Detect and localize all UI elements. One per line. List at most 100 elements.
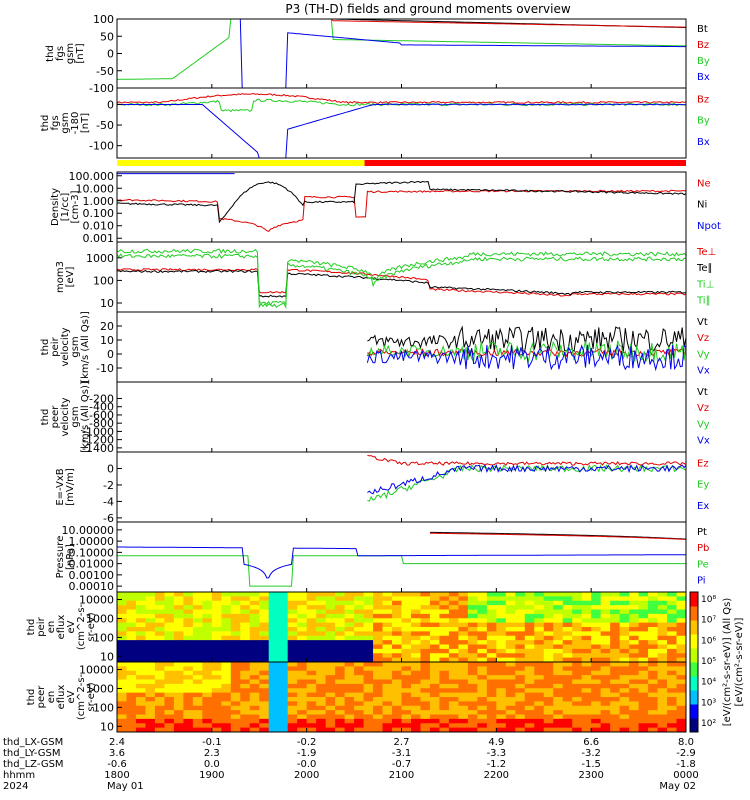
heatmap-cell: [373, 714, 384, 720]
heatmap-cell: [173, 714, 184, 720]
heatmap-cell: [316, 718, 327, 724]
heatmap-cell: [154, 683, 165, 689]
heatmap-cell: [648, 683, 659, 689]
heatmap-cell: [543, 710, 554, 715]
heatmap-cell: [657, 613, 668, 619]
legend-entry: Bx: [697, 137, 710, 148]
heatmap-cell: [287, 688, 298, 694]
heatmap-cell: [429, 670, 440, 676]
heatmap-cell: [344, 648, 355, 654]
heatmap-cell: [420, 631, 431, 637]
heatmap-cell: [287, 605, 298, 610]
heatmap-cell: [211, 662, 222, 667]
heatmap-cell: [154, 592, 165, 597]
heatmap-cell: [392, 635, 402, 641]
heatmap-cell: [306, 648, 317, 654]
heatmap-cell: [164, 727, 175, 733]
colorbar-swatch: [690, 690, 698, 705]
heatmap-cell: [410, 644, 421, 650]
heatmap-cell: [439, 657, 450, 663]
heatmap-cell: [496, 683, 507, 689]
heatmap-cell: [591, 605, 602, 610]
heatmap-cell: [401, 701, 412, 707]
heatmap-cell: [429, 688, 440, 694]
heatmap-cell: [610, 622, 621, 628]
heatmap-cell: [600, 718, 611, 724]
heatmap-cell: [306, 705, 317, 711]
heatmap-cell: [401, 596, 412, 602]
heatmap-cell: [117, 675, 127, 680]
heatmap-cell: [448, 631, 459, 637]
heatmap-cell: [524, 675, 535, 680]
x-row-value: 2300: [578, 770, 603, 781]
heatmap-cell: [638, 592, 649, 597]
heatmap-cell: [572, 596, 583, 602]
heatmap-cell: [648, 622, 659, 628]
heatmap-cell: [221, 618, 232, 624]
heatmap-cell: [458, 653, 469, 659]
heatmap-cell: [382, 640, 393, 645]
heatmap-cell: [145, 622, 156, 628]
heatmap-cell: [486, 657, 497, 663]
heatmap-cell: [619, 679, 630, 685]
heatmap-cell: [373, 662, 384, 667]
heatmap-cell: [543, 662, 554, 667]
heatmap-cell: [629, 609, 640, 615]
heatmap-cell: [221, 679, 232, 685]
heatmap-cell: [278, 705, 289, 711]
heatmap-cell: [496, 723, 507, 729]
heatmap-cell: [382, 613, 393, 619]
heatmap-cell: [486, 605, 497, 610]
heatmap-cell: [373, 618, 384, 624]
heatmap-cell: [164, 657, 175, 663]
heatmap-cell: [249, 662, 260, 667]
heatmap-cell: [610, 605, 621, 610]
heatmap-cell: [610, 675, 621, 680]
heatmap-cell: [676, 618, 687, 624]
heatmap-cell: [354, 631, 365, 637]
heatmap-cell: [126, 618, 137, 624]
heatmap-cell: [221, 727, 232, 733]
heatmap-cell: [648, 653, 659, 659]
colorbar-swatch: [690, 662, 698, 677]
heatmap-cell: [648, 592, 659, 597]
heatmap-cell: [439, 635, 450, 641]
heatmap-cell: [126, 701, 137, 707]
heatmap-cell: [249, 723, 260, 729]
heatmap-cell: [297, 627, 308, 632]
heatmap-cell: [505, 657, 516, 663]
heatmap-cell: [306, 613, 317, 619]
heatmap-cell: [287, 648, 298, 654]
heatmap-cell: [477, 592, 488, 597]
heatmap-cell: [410, 627, 421, 632]
heatmap-cell: [382, 600, 393, 606]
y-tick-label: 10.000: [76, 182, 115, 195]
heatmap-cell: [126, 657, 137, 663]
heatmap-cell: [154, 670, 165, 676]
heatmap-cell: [534, 613, 545, 619]
heatmap-cell: [354, 605, 365, 610]
heatmap-cell: [192, 675, 203, 680]
heatmap-cell: [553, 710, 564, 715]
heatmap-cell: [316, 609, 327, 615]
heatmap-cell: [382, 605, 393, 610]
heatmap-cell: [610, 635, 621, 641]
heatmap-cell: [676, 627, 687, 632]
legend-entry: Ez: [697, 458, 709, 469]
heatmap-cell: [278, 640, 289, 645]
heatmap-cell: [202, 727, 213, 733]
heatmap-cell: [619, 631, 630, 637]
heatmap-cell: [572, 644, 583, 650]
heatmap-cell: [268, 596, 279, 602]
y-tick-label: 20: [100, 320, 114, 333]
legend-entry: Bt: [697, 24, 708, 35]
heatmap-cell: [562, 701, 573, 707]
heatmap-cell: [486, 631, 497, 637]
heatmap-cell: [211, 697, 222, 702]
heatmap-cell: [117, 600, 127, 606]
heatmap-cell: [496, 640, 507, 645]
heatmap-cell: [268, 692, 279, 698]
heatmap-cell: [202, 670, 213, 676]
panel-p8: 10.000001.000000.100000.010000.001000.00…: [55, 521, 709, 593]
heatmap-cell: [287, 640, 298, 645]
